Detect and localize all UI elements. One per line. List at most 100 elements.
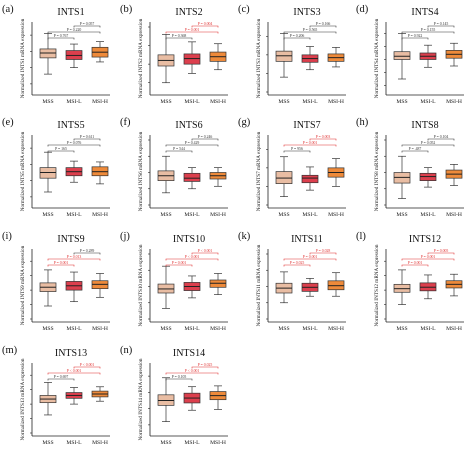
panel-title: INTS1 xyxy=(57,7,84,18)
comparison-bracket xyxy=(165,37,193,40)
panel-ints14: (n) INTS14 Normalized INTS14 mRNA expressi… xyxy=(120,345,228,446)
x-tick-label: MSI-L xyxy=(302,99,318,105)
p-value-label: P = 956 xyxy=(291,147,303,151)
p-value-label: P < 0.001 xyxy=(185,255,200,259)
panel-ints8: (h) INTS8 Normalized INTS8 mRNA expression… xyxy=(356,117,464,218)
p-value-label: P = 0.145 xyxy=(434,22,449,26)
p-value-label: P = 0.166 xyxy=(316,22,331,26)
p-value-label: P = 0.206 xyxy=(290,34,305,38)
p-value-label: P = 0.001 xyxy=(172,261,187,265)
x-tick-label: MSI-L xyxy=(66,326,82,332)
panel-letter: (j) xyxy=(120,231,130,242)
p-value-label: P = 0.057 xyxy=(80,22,95,26)
p-value-label: P = 0.052 xyxy=(421,141,436,145)
p-value-label: P = 0.025 xyxy=(198,363,213,367)
y-axis-label: Normalized INTS7 mRNA expression xyxy=(256,131,262,211)
x-tick-label: MSS xyxy=(278,212,289,218)
y-axis-label: Normalized INTS4 mRNA expression xyxy=(374,18,380,98)
p-value-label: P = 0.289 xyxy=(80,249,95,253)
p-value-label: P = 0.001 xyxy=(303,141,318,145)
p-value-label: P = 0.001 xyxy=(421,255,436,259)
y-axis-label: Normalized INTS6 mRNA expression xyxy=(138,131,144,211)
x-tick-label: MSI-H xyxy=(328,212,344,218)
x-tick-label: MSI-L xyxy=(302,212,318,218)
comparison-bracket xyxy=(283,37,311,40)
comparison-bracket xyxy=(47,258,101,261)
x-tick-label: MSS xyxy=(396,99,407,105)
comparison-bracket xyxy=(283,258,337,261)
panel-ints6: (f) INTS6 Normalized INTS6 mRNA expression… xyxy=(120,117,228,218)
x-tick-label: MSI-L xyxy=(184,440,200,446)
panel-ints10: (j) INTS10 Normalized INTS10 mRNA expressi… xyxy=(120,231,228,332)
comparison-bracket xyxy=(73,138,101,141)
panel-title: INTS14 xyxy=(173,348,205,359)
panel-ints3: (c) INTS3 Normalized INTS3 mRNA expression… xyxy=(238,4,346,105)
panel-ints11: (k) INTS11 Normalized INTS11 mRNA expressi… xyxy=(238,231,346,332)
panel-letter: (d) xyxy=(356,4,369,15)
comparison-bracket xyxy=(427,252,455,255)
panel-letter: (i) xyxy=(2,231,12,242)
y-axis-label: Normalized INTS13 mRNA expression xyxy=(20,358,26,440)
x-tick-label: MSI-L xyxy=(66,212,82,218)
comparison-bracket xyxy=(47,264,75,267)
comparison-bracket xyxy=(47,378,75,381)
comparison-bracket xyxy=(427,25,455,28)
comparison-bracket xyxy=(165,31,219,34)
p-value-label: P = .487 xyxy=(409,147,422,151)
p-value-label: P = 0.565 xyxy=(303,28,318,32)
comparison-bracket xyxy=(283,264,311,267)
x-tick-label: MSI-H xyxy=(92,440,108,446)
panel-ints7: (g) INTS7 Normalized INTS7 mRNA expression… xyxy=(238,117,346,218)
p-value-label: P = 0.220 xyxy=(67,28,82,32)
x-tick-label: MSI-H xyxy=(210,99,226,105)
x-tick-label: MSS xyxy=(160,326,171,332)
panel-title: INTS9 xyxy=(57,234,84,245)
comparison-bracket xyxy=(283,31,337,34)
panel-title: INTS2 xyxy=(175,7,202,18)
x-tick-label: MSI-H xyxy=(446,326,462,332)
p-value-label: P = 0.429 xyxy=(185,141,200,145)
comparison-bracket xyxy=(427,138,455,141)
panel-title: INTS3 xyxy=(293,7,320,18)
comparison-bracket xyxy=(73,25,101,28)
p-value-label: P = 0.001 xyxy=(408,261,423,265)
x-tick-label: MSS xyxy=(396,212,407,218)
p-value-label: P = 0.025 xyxy=(290,261,305,265)
y-axis-label: Normalized INTS14 mRNA expression xyxy=(138,358,144,440)
panel-title: INTS11 xyxy=(291,234,323,245)
comparison-bracket xyxy=(401,144,455,147)
x-tick-label: MSI-L xyxy=(302,326,318,332)
panel-letter: (a) xyxy=(2,4,14,15)
panel-letter: (k) xyxy=(238,231,251,242)
comparison-bracket xyxy=(47,150,75,153)
comparison-bracket xyxy=(47,31,101,34)
y-axis-label: Normalized INTS5 mRNA expression xyxy=(20,131,26,211)
panel-title: INTS5 xyxy=(57,120,84,131)
y-axis-label: Normalized INTS2 mRNA expression xyxy=(138,18,144,98)
panel-letter: (e) xyxy=(2,117,14,128)
panel-ints9: (i) INTS9 Normalized INTS9 mRNA expression… xyxy=(2,231,110,332)
panel-letter: (h) xyxy=(356,117,369,128)
panel-ints1: (a) INTS1 Normalized INTS1 mRNA expression… xyxy=(2,4,110,105)
p-value-label: P = 544 xyxy=(173,147,185,151)
comparison-bracket xyxy=(401,31,455,34)
p-value-label: P = 165 xyxy=(55,147,67,151)
p-value-label: P = 0.013 xyxy=(67,255,82,259)
comparison-bracket xyxy=(47,144,101,147)
comparison-bracket xyxy=(191,138,219,141)
comparison-bracket xyxy=(401,37,429,40)
p-value-label: P = 0.028 xyxy=(316,249,331,253)
p-value-label: P < 0.001 xyxy=(198,249,213,253)
comparison-bracket xyxy=(165,150,193,153)
y-axis-label: Normalized INTS3 mRNA expression xyxy=(256,18,262,98)
x-tick-label: MSS xyxy=(160,99,171,105)
panel-ints12: (l) INTS12 Normalized INTS12 mRNA expressi… xyxy=(356,231,464,332)
p-value-label: P < 0.001 xyxy=(80,363,95,367)
x-tick-label: MSI-L xyxy=(66,99,82,105)
panel-letter: (g) xyxy=(238,117,251,128)
x-tick-label: MSS xyxy=(396,326,407,332)
comparison-bracket xyxy=(283,144,337,147)
panel-letter: (f) xyxy=(120,117,131,128)
comparison-bracket xyxy=(165,372,219,375)
panel-title: INTS12 xyxy=(409,234,441,245)
